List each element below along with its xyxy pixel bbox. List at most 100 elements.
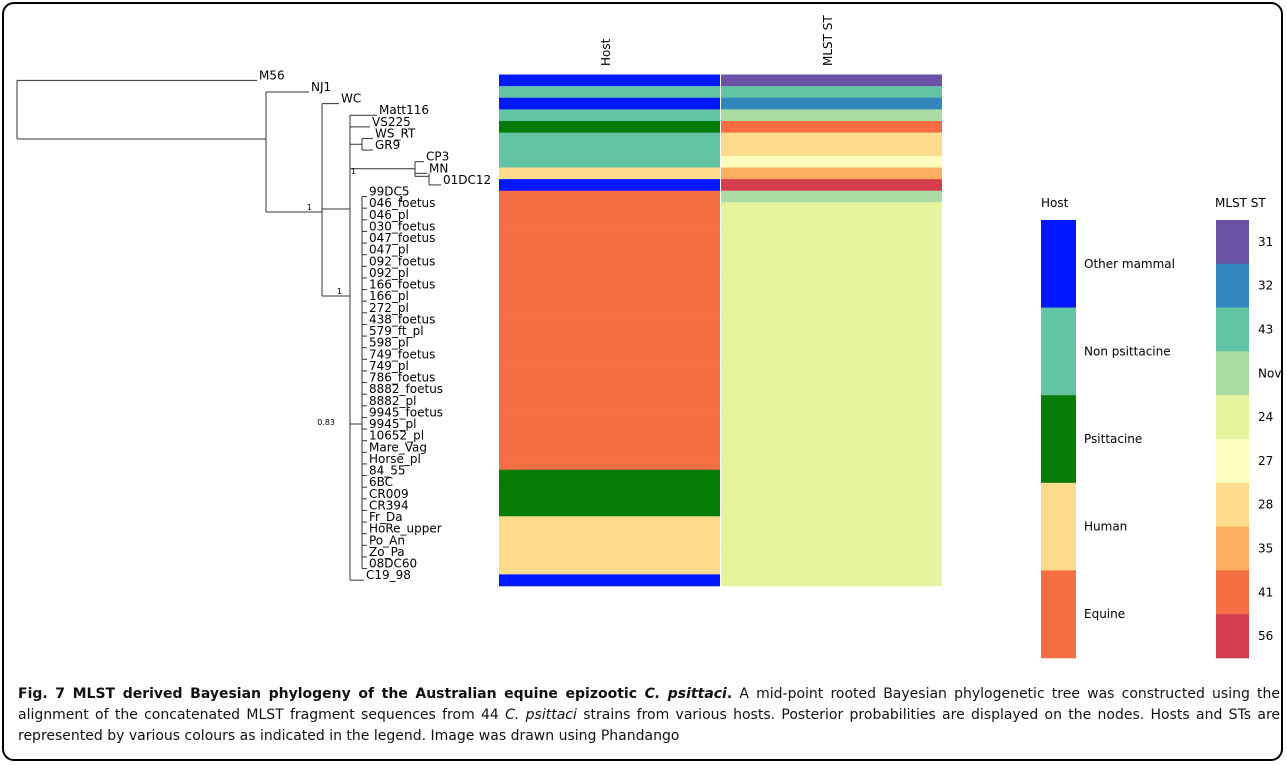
tip-label-046-pl: 046_pl xyxy=(369,208,409,222)
st-cell-749-pl xyxy=(721,365,942,378)
tip-label-6bc: 6BC xyxy=(369,475,393,489)
host-cell-579-ft-pl xyxy=(499,330,720,343)
host-cell-272-pl xyxy=(499,307,720,319)
st-cell-mn xyxy=(721,167,942,180)
host-cell-gr9 xyxy=(499,144,720,157)
host-legend-swatch-human xyxy=(1041,482,1076,571)
tip-label-272-pl: 272_pl xyxy=(369,301,409,315)
tip-label-fr-da: Fr_Da xyxy=(369,510,403,524)
st-cell-01dc12 xyxy=(721,179,942,192)
st-legend-swatch-32 xyxy=(1216,263,1249,308)
st-cell-10652-pl xyxy=(721,434,942,447)
caption-body-2: strains from various hosts. Posterior pr… xyxy=(18,707,1281,744)
host-cell-matt116 xyxy=(499,109,720,122)
host-cell-046-pl xyxy=(499,214,720,226)
host-cell-047-pl xyxy=(499,248,720,261)
host-cell-9945-foetus xyxy=(499,411,720,424)
host-cell-cr394 xyxy=(499,504,720,517)
tip-label-749-foetus: 749_foetus xyxy=(369,347,435,361)
posterior-label-n5: 0.83 xyxy=(317,418,335,427)
host-cell-092-foetus xyxy=(499,260,720,273)
tip-label-8882-pl: 8882_pl xyxy=(369,394,417,408)
tip-label-749-pl: 749_pl xyxy=(369,359,409,373)
st-cell-po-an xyxy=(721,539,942,552)
tip-label-hore-upper: HoRe_upper xyxy=(369,522,442,536)
posterior-label-n2: 1 xyxy=(337,287,342,296)
host-cell-mare-vag xyxy=(499,446,720,459)
host-legend-label-psittacine: Psittacine xyxy=(1084,432,1142,446)
tip-label-166-pl: 166_pl xyxy=(369,289,409,303)
st-cell-m56 xyxy=(721,74,942,87)
tip-label-po-an: Po_An xyxy=(369,533,405,547)
caption-title: Fig. 7 MLST derived Bayesian phylogeny o… xyxy=(18,686,732,702)
st-legend-swatch-28 xyxy=(1216,482,1249,527)
st-cell-matt116 xyxy=(721,109,942,122)
st-cell-046-pl xyxy=(721,214,942,226)
st-cell-cp3 xyxy=(721,155,942,168)
host-cell-749-pl xyxy=(499,365,720,378)
st-legend-swatch-35 xyxy=(1216,526,1249,571)
host-legend-swatch-equine xyxy=(1041,570,1076,659)
host-cell-01dc12 xyxy=(499,179,720,192)
tip-label-8882-foetus: 8882_foetus xyxy=(369,382,443,396)
host-cell-030-foetus xyxy=(499,225,720,238)
st-cell-horse-pl xyxy=(721,458,942,471)
host-cell-438-foetus xyxy=(499,318,720,331)
st-cell-598-pl xyxy=(721,341,942,354)
caption-title-end: . xyxy=(726,686,733,702)
st-legend-label-31: 31 xyxy=(1258,235,1273,249)
host-legend-label-non-psittacine: Non psittacine xyxy=(1084,344,1171,358)
tip-label-10652-pl: 10652_pl xyxy=(369,429,424,443)
host-cell-nj1 xyxy=(499,86,720,99)
host-cell-8882-pl xyxy=(499,400,720,412)
tip-label-cp3: CP3 xyxy=(426,150,449,164)
host-legend-label-equine: Equine xyxy=(1084,607,1125,621)
tip-label-ws-rt: WS_RT xyxy=(375,126,416,140)
st-legend-swatch-56 xyxy=(1216,614,1249,659)
st-cell-6bc xyxy=(721,481,942,494)
st-legend-label-43: 43 xyxy=(1258,323,1273,337)
host-cell-9945-pl xyxy=(499,423,720,436)
host-cell-10652-pl xyxy=(499,434,720,447)
st-legend-label-24: 24 xyxy=(1258,410,1273,424)
host-cell-84-55 xyxy=(499,469,720,482)
st-legend-label-27: 27 xyxy=(1258,454,1273,468)
tip-label-gr9: GR9 xyxy=(375,138,400,152)
host-cell-ws-rt xyxy=(499,132,720,145)
tip-label-84-55: 84_55 xyxy=(369,464,406,478)
st-cell-99dc5 xyxy=(721,190,942,203)
tip-label-vs225: VS225 xyxy=(372,115,411,129)
tip-label-99dc5: 99DC5 xyxy=(369,185,410,199)
tip-label-438-foetus: 438_foetus xyxy=(369,312,435,326)
st-legend-label-32: 32 xyxy=(1258,279,1273,293)
host-cell-zo-pa xyxy=(499,551,720,564)
host-cell-cp3 xyxy=(499,155,720,168)
tip-label-horse-pl: Horse_pl xyxy=(369,452,421,466)
tip-label-030-foetus: 030_foetus xyxy=(369,219,435,233)
host-legend-swatch-other-mammal xyxy=(1041,220,1076,308)
host-cell-wc xyxy=(499,97,720,110)
tip-label-166-foetus: 166_foetus xyxy=(369,278,435,292)
st-legend-swatch-24 xyxy=(1216,395,1249,440)
host-cell-hore-upper xyxy=(499,527,720,540)
st-cell-046-foetus xyxy=(721,202,942,215)
st-cell-047-pl xyxy=(721,248,942,261)
st-cell-nj1 xyxy=(721,86,942,99)
st-cell-84-55 xyxy=(721,469,942,482)
host-cell-po-an xyxy=(499,539,720,552)
tip-label-nj1: NJ1 xyxy=(311,80,331,94)
caption-body-1: A mid-point rooted Bayesian phylogenetic… xyxy=(18,686,1280,723)
st-legend-label-novel: Nove xyxy=(1258,366,1283,380)
st-cell-047-foetus xyxy=(721,237,942,250)
host-cell-8882-foetus xyxy=(499,388,720,401)
host-legend-swatch-psittacine xyxy=(1041,395,1076,484)
st-cell-272-pl xyxy=(721,307,942,319)
st-legend-swatch-novel xyxy=(1216,351,1249,396)
host-cell-vs225 xyxy=(499,121,720,133)
caption-title-species: C. psittaci xyxy=(644,686,727,702)
host-cell-99dc5 xyxy=(499,190,720,203)
posterior-label-n4: 1 xyxy=(399,195,404,204)
legends: Host Other mammal Non psittacine Psittacine… xyxy=(1041,196,1283,659)
host-cell-749-foetus xyxy=(499,353,720,366)
